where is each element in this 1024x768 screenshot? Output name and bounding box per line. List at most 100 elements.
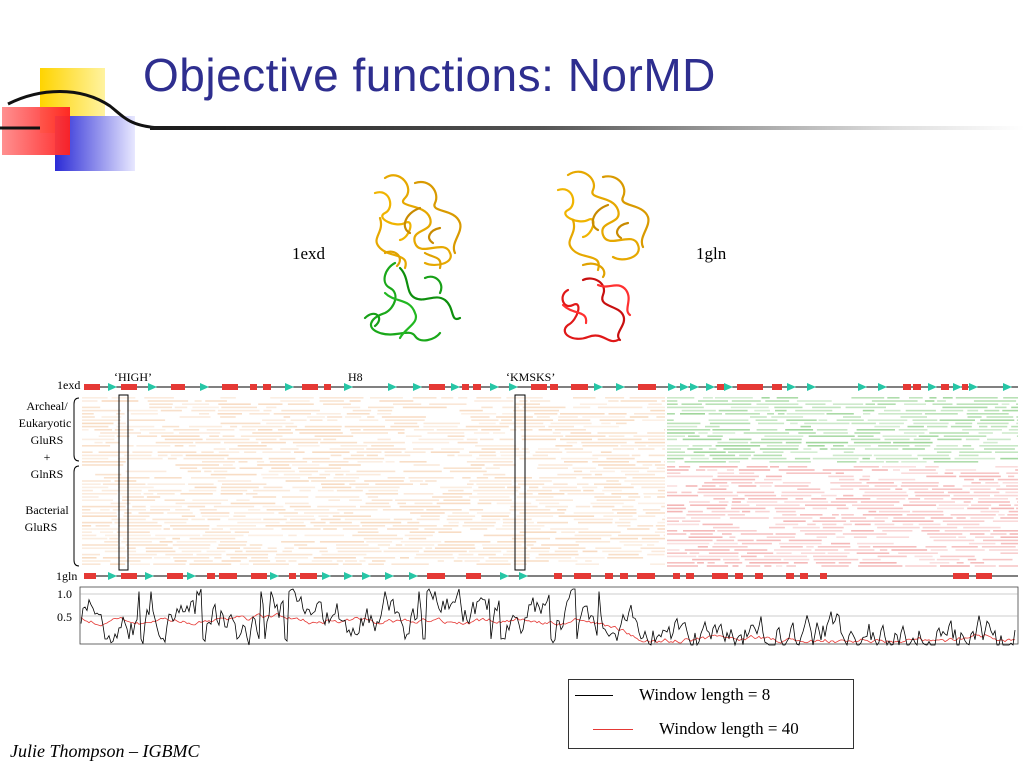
alignment-block-archeal bbox=[766, 445, 799, 447]
alignment-block-bacterial bbox=[687, 510, 703, 513]
alignment-block-bacterial bbox=[667, 507, 686, 510]
alignment-block-conserved bbox=[227, 457, 263, 460]
alignment-block-archeal bbox=[750, 416, 767, 418]
alignment-block-archeal bbox=[805, 441, 849, 444]
alignment-block-archeal bbox=[987, 438, 1011, 441]
alignment-block-conserved bbox=[399, 461, 427, 463]
alignment-block-conserved bbox=[289, 505, 311, 508]
alignment-block-archeal bbox=[851, 422, 876, 425]
alignment-block-bacterial bbox=[1006, 485, 1018, 487]
alignment-block-conserved bbox=[223, 464, 233, 466]
alignment-block-bacterial bbox=[781, 494, 812, 497]
alignment-block-conserved bbox=[261, 441, 286, 444]
alignment-block-archeal bbox=[684, 461, 726, 463]
alignment-block-conserved bbox=[384, 451, 402, 453]
alignment-block-bacterial bbox=[774, 549, 812, 551]
alignment-block-conserved bbox=[368, 406, 394, 409]
alignment-block-conserved bbox=[366, 454, 378, 457]
alignment-block-conserved bbox=[189, 425, 223, 428]
alignment-block-conserved bbox=[642, 464, 653, 466]
alignment-block-bacterial bbox=[853, 466, 879, 468]
alignment-block-bacterial bbox=[926, 475, 957, 478]
alignment-block-conserved bbox=[575, 557, 605, 559]
alignment-block-bacterial bbox=[739, 472, 755, 474]
alignment-block-conserved bbox=[253, 563, 289, 565]
alignment-block-conserved bbox=[661, 400, 665, 402]
alignment-block-archeal bbox=[984, 409, 1000, 412]
alignment-block-conserved bbox=[397, 502, 406, 505]
alignment-block-bacterial bbox=[959, 475, 1001, 478]
alignment-block-conserved bbox=[357, 531, 379, 533]
alignment-block-conserved bbox=[404, 544, 435, 546]
alignment-block-archeal bbox=[761, 438, 802, 441]
alignment-block-bacterial bbox=[950, 514, 996, 516]
alignment-block-conserved bbox=[647, 544, 655, 546]
alignment-block-conserved bbox=[119, 560, 141, 562]
alignment-block-conserved bbox=[239, 429, 256, 431]
alignment-block-conserved bbox=[205, 531, 231, 533]
undefined-helix bbox=[554, 573, 562, 579]
alignment-block-conserved bbox=[178, 547, 210, 549]
undefined-helix bbox=[976, 573, 992, 579]
alignment-block-archeal bbox=[979, 425, 988, 428]
alignment-block-bacterial bbox=[770, 466, 779, 468]
alignment-block-conserved bbox=[515, 403, 540, 405]
alignment-block-conserved bbox=[230, 502, 276, 505]
alignment-block-archeal bbox=[878, 445, 910, 447]
alignment-block-conserved bbox=[420, 515, 440, 517]
alignment-block-bacterial bbox=[967, 558, 977, 561]
alignment-block-bacterial bbox=[744, 558, 782, 561]
alignment-block-conserved bbox=[637, 525, 654, 527]
alignment-block-bacterial bbox=[690, 517, 721, 519]
alignment-block-conserved bbox=[603, 486, 634, 489]
alignment-block-conserved bbox=[318, 515, 329, 517]
alignment-block-bacterial bbox=[667, 520, 679, 522]
alignment-block-conserved bbox=[280, 448, 299, 450]
alignment-block-bacterial bbox=[951, 498, 973, 500]
alignment-block-conserved bbox=[554, 429, 586, 431]
alignment-block-conserved bbox=[220, 422, 261, 425]
alignment-block-bacterial bbox=[842, 533, 887, 535]
alignment-block-bacterial bbox=[723, 558, 740, 561]
alignment-block-archeal bbox=[667, 429, 711, 431]
alignment-block-conserved bbox=[329, 448, 365, 450]
alignment-block-conserved bbox=[194, 486, 217, 489]
alignment-block-archeal bbox=[1016, 419, 1018, 421]
alignment-block-conserved bbox=[164, 521, 187, 524]
alignment-block-archeal bbox=[708, 448, 717, 450]
alignment-block-conserved bbox=[82, 547, 125, 549]
alignment-block-bacterial bbox=[775, 533, 796, 535]
alignment-block-conserved bbox=[187, 505, 206, 508]
alignment-block-conserved bbox=[323, 528, 337, 530]
alignment-block-conserved bbox=[434, 547, 476, 549]
alignment-block-archeal bbox=[715, 445, 761, 447]
alignment-block-conserved bbox=[608, 413, 627, 415]
alignment-block-conserved bbox=[82, 489, 93, 492]
alignment-block-bacterial bbox=[893, 517, 925, 519]
alignment-block-conserved bbox=[573, 406, 591, 409]
alignment-block-conserved bbox=[103, 477, 150, 479]
alignment-block-conserved bbox=[249, 413, 270, 415]
alignment-block-conserved bbox=[473, 489, 519, 492]
undefined-helix bbox=[550, 384, 558, 390]
alignment-block-bacterial bbox=[998, 504, 1011, 506]
alignment-block-bacterial bbox=[830, 482, 862, 484]
alignment-block-bacterial bbox=[782, 482, 811, 484]
alignment-block-conserved bbox=[336, 544, 369, 546]
alignment-block-archeal bbox=[943, 435, 987, 437]
alignment-block-conserved bbox=[424, 528, 453, 530]
alignment-block-bacterial bbox=[874, 517, 889, 519]
alignment-block-conserved bbox=[345, 416, 362, 418]
alignment-block-conserved bbox=[641, 486, 665, 489]
alignment-block-conserved bbox=[542, 486, 577, 489]
alignment-block-conserved bbox=[582, 445, 619, 447]
alignment-block-conserved bbox=[179, 467, 198, 469]
alignment-block-archeal bbox=[680, 413, 705, 415]
alignment-block-conserved bbox=[495, 528, 541, 530]
alignment-block-conserved bbox=[174, 406, 188, 409]
alignment-block-bacterial bbox=[813, 555, 848, 558]
alignment-block-archeal bbox=[877, 403, 896, 405]
alignment-block-conserved bbox=[536, 416, 550, 418]
undefined-helix bbox=[121, 384, 137, 390]
alignment-block-conserved bbox=[362, 525, 386, 527]
